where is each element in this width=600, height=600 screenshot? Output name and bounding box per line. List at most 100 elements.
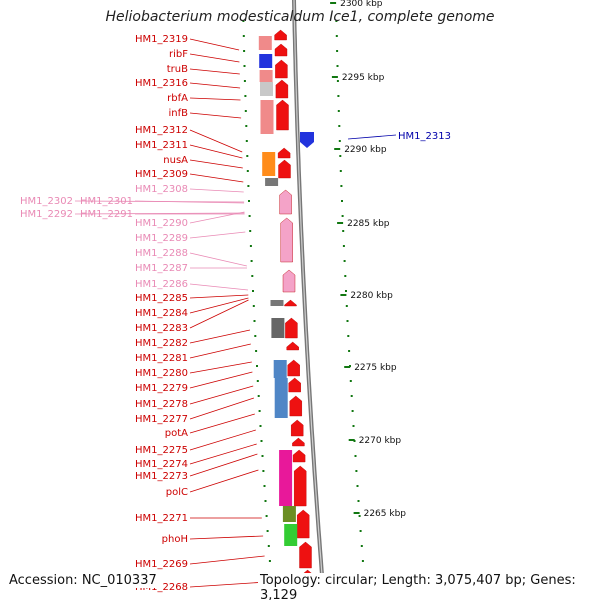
forward-gene-arrow bbox=[286, 341, 299, 351]
outer-tick bbox=[335, 20, 338, 22]
outer-tick bbox=[336, 65, 339, 67]
label-leader-line bbox=[189, 299, 249, 329]
inner-tick bbox=[244, 110, 247, 112]
scale-tick bbox=[340, 294, 347, 296]
pink-gene-arrow bbox=[280, 217, 293, 263]
forward-gene-arrow bbox=[275, 59, 288, 79]
gene-label: HM1_2290 bbox=[135, 218, 188, 229]
scale-tick bbox=[334, 148, 341, 150]
inner-tick bbox=[246, 170, 249, 172]
label-leader-line bbox=[189, 361, 252, 374]
scale-labels: 2300 kbp 2295 kbp 2290 kbp 2285 kbp 2280 kbp… bbox=[330, 0, 406, 519]
gene-label: HM1_2274 bbox=[135, 459, 188, 470]
inner-tick bbox=[249, 230, 252, 232]
scale-label: 2275 kbp bbox=[354, 363, 397, 373]
gene-label: HM1_2277 bbox=[135, 414, 188, 425]
inner-tick bbox=[248, 200, 250, 202]
inner-tick bbox=[260, 440, 263, 442]
gene-label: HM1_2289 bbox=[135, 233, 188, 244]
outer-tick bbox=[348, 350, 351, 352]
inner-tick bbox=[243, 50, 246, 52]
gene-block bbox=[259, 54, 273, 68]
outer-tick bbox=[351, 410, 354, 412]
inner-tick bbox=[268, 560, 271, 562]
gene-label: HM1_2284 bbox=[135, 308, 188, 319]
inner-tick bbox=[248, 215, 251, 217]
label-leader-line bbox=[189, 329, 251, 344]
label-leader-line bbox=[189, 112, 242, 119]
inner-tick bbox=[247, 185, 250, 187]
inner-tick bbox=[265, 515, 268, 517]
gene-label: HM1_2301 bbox=[80, 196, 133, 207]
forward-gene-arrow bbox=[299, 541, 312, 569]
forward-gene-arrow bbox=[297, 509, 310, 539]
scale-label: 2265 kbp bbox=[364, 509, 407, 519]
gene-label: HM1_2309 bbox=[135, 169, 188, 180]
inner-tick bbox=[252, 290, 254, 292]
pink-gene-arrow bbox=[279, 189, 292, 215]
forward-gene-arrow bbox=[278, 159, 291, 179]
label-leader-line bbox=[189, 68, 240, 75]
label-leader-line bbox=[189, 413, 255, 434]
reverse-gene-arrow bbox=[300, 132, 314, 148]
label-leader-line bbox=[189, 297, 249, 314]
outer-tick bbox=[335, 35, 338, 37]
inner-tick bbox=[258, 410, 261, 412]
outer-tick bbox=[337, 95, 340, 97]
gene-label: HM1_2278 bbox=[135, 399, 188, 410]
gene-label: HM1_2292 bbox=[20, 209, 73, 220]
gene-label: polC bbox=[166, 487, 188, 498]
outer-tick bbox=[357, 500, 360, 502]
gene-label: HM1_2281 bbox=[135, 353, 188, 364]
scale-tick bbox=[344, 366, 351, 368]
gene-label: HM1_2285 bbox=[135, 293, 188, 304]
inner-tick bbox=[249, 245, 252, 247]
outer-tick bbox=[349, 380, 352, 382]
inner-tick bbox=[244, 95, 247, 97]
gene-block bbox=[260, 82, 273, 96]
gene-block bbox=[274, 378, 288, 418]
inner-tick bbox=[256, 380, 259, 382]
label-leader-line bbox=[189, 371, 253, 389]
outer-tick bbox=[350, 395, 353, 397]
backbone-line bbox=[292, 0, 326, 600]
outer-tick bbox=[345, 305, 348, 307]
scale-ticks bbox=[242, 20, 367, 592]
gene-label: HM1_2279 bbox=[135, 383, 188, 394]
label-leader-line bbox=[347, 134, 397, 140]
outer-tick bbox=[352, 425, 355, 427]
outer-tick bbox=[347, 335, 350, 337]
outer-tick bbox=[359, 530, 362, 532]
scale-label: 2280 kbp bbox=[350, 291, 393, 301]
forward-gene-arrow bbox=[277, 147, 291, 159]
inner-tick bbox=[266, 530, 269, 532]
scale-label: 2285 kbp bbox=[347, 219, 390, 229]
gene-label: HM1_2302 bbox=[20, 196, 73, 207]
accession-text: Accession: NC_010337 bbox=[9, 573, 157, 588]
gene-label: HM1_2313 bbox=[398, 131, 451, 142]
inner-tick bbox=[264, 500, 267, 502]
inner-tick bbox=[250, 260, 253, 262]
gene-label: HM1_2282 bbox=[135, 338, 188, 349]
outer-tick bbox=[344, 275, 347, 277]
outer-tick bbox=[354, 455, 357, 457]
scale-label: 2290 kbp bbox=[344, 145, 387, 155]
gene-label: HM1_2269 bbox=[135, 559, 188, 570]
outer-tick bbox=[336, 50, 339, 52]
outer-tick bbox=[360, 545, 363, 547]
inner-tick bbox=[261, 455, 264, 457]
label-leader-line bbox=[189, 343, 251, 359]
label-leader-line bbox=[189, 385, 254, 405]
outer-tick bbox=[346, 320, 349, 322]
label-leader-line bbox=[74, 212, 245, 215]
inner-tick bbox=[245, 140, 248, 142]
backbone-highlight bbox=[293, 0, 325, 600]
pink-gene-arrow bbox=[282, 269, 296, 293]
gene-label: HM1_2312 bbox=[135, 125, 188, 136]
gene-block bbox=[270, 300, 284, 306]
label-leader-line bbox=[134, 200, 245, 204]
outer-tick bbox=[338, 140, 341, 142]
inner-tick bbox=[257, 395, 260, 397]
outer-tick bbox=[343, 260, 346, 262]
